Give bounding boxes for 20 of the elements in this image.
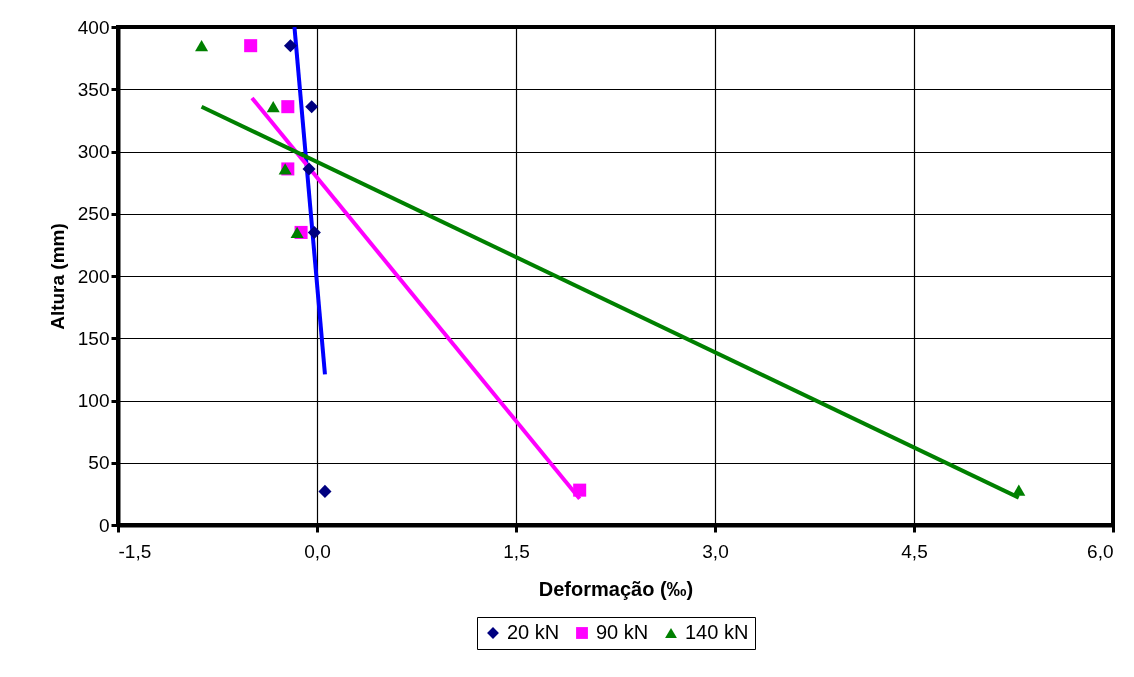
x-tick-label: 3,0 — [702, 540, 729, 562]
y-tick-label: 100 — [77, 390, 110, 411]
legend-label: 20 kN — [507, 621, 560, 643]
x-tick-label: 1,5 — [503, 540, 530, 562]
x-tick-label: 4,5 — [901, 540, 928, 562]
x-tick-label: 0,0 — [304, 540, 331, 562]
y-tick-label: 200 — [77, 265, 110, 287]
legend-label: 90 kN — [596, 621, 649, 643]
y-tick-label: 400 — [77, 16, 110, 38]
x-axis-title: Deformação (‰) — [538, 577, 694, 600]
y-axis-title: Altura (mm) — [46, 223, 68, 330]
y-tick-label: 0 — [98, 514, 110, 536]
y-tick-label: 350 — [77, 78, 110, 100]
y-tick-label: 300 — [77, 141, 110, 162]
x-tick-label: 6,0 — [1087, 540, 1114, 562]
y-tick-label: 50 — [88, 452, 110, 474]
legend-label: 140 kN — [685, 621, 749, 643]
y-tick-label: 150 — [77, 327, 110, 349]
y-tick-label: 250 — [77, 203, 110, 225]
x-tick-label: -1,5 — [118, 540, 152, 562]
